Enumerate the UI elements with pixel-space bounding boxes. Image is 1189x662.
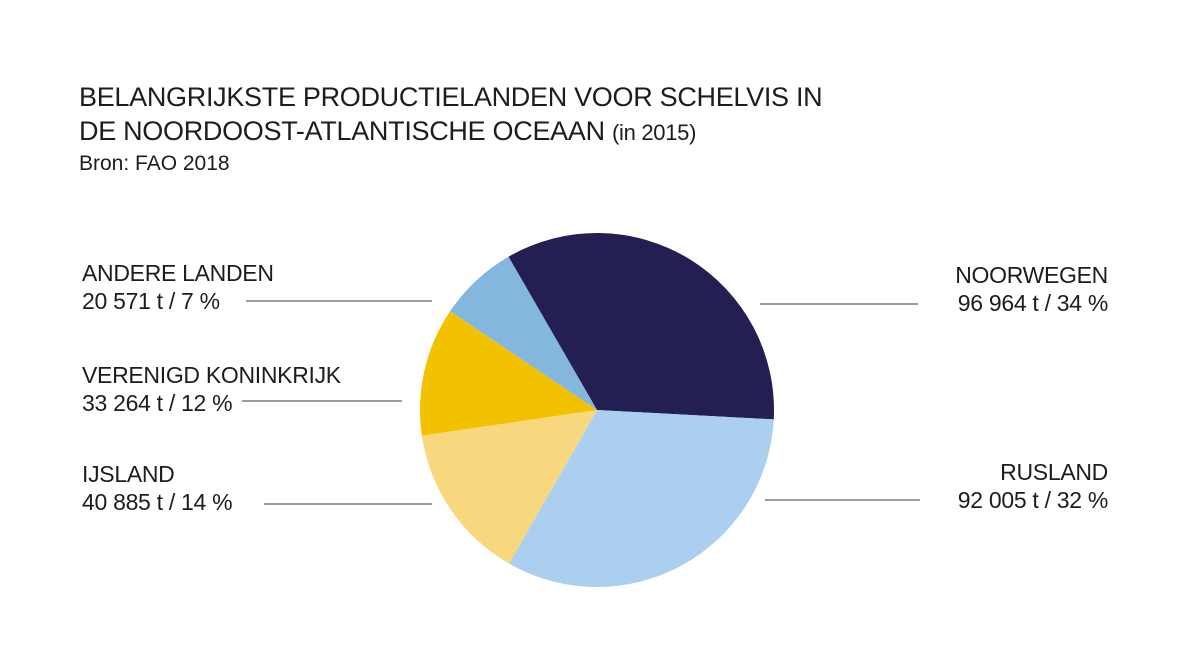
slice-name-label-verenigd-koninkrijk: VERENIGD KONINKRIJK <box>82 362 342 388</box>
title-line-2: DE NOORDOOST-ATLANTISCHE OCEAAN <box>79 116 605 146</box>
title-line-1: BELANGRIJKSTE PRODUCTIELANDEN VOOR SCHEL… <box>79 82 823 112</box>
title-suffix: (in 2015) <box>611 120 697 145</box>
slice-value-label-andere-landen: 20 571 t / 7 % <box>82 288 220 314</box>
pie-slice-verenigd-koninkrijk <box>419 311 597 436</box>
chart-source: Bron: FAO 2018 <box>79 152 230 175</box>
slice-value-label-rusland: 92 005 t / 32 % <box>958 487 1108 513</box>
slice-value-label-ijsland: 40 885 t / 14 % <box>82 489 232 515</box>
slice-name-label-andere-landen: ANDERE LANDEN <box>82 260 274 286</box>
slice-name-label-rusland: RUSLAND <box>1000 459 1108 485</box>
chart-title: BELANGRIJKSTE PRODUCTIELANDEN VOOR SCHEL… <box>79 80 823 150</box>
pie-slice-ijsland <box>421 410 597 564</box>
pie-slice-rusland <box>509 410 774 587</box>
slice-value-label-verenigd-koninkrijk: 33 264 t / 12 % <box>82 390 232 416</box>
slice-value-label-noorwegen: 96 964 t / 34 % <box>958 290 1108 316</box>
pie-slice-andere-landen <box>450 256 597 410</box>
slice-name-label-ijsland: IJSLAND <box>82 461 174 487</box>
pie-slice-noorwegen <box>508 232 775 420</box>
slice-name-label-noorwegen: NOORWEGEN <box>955 262 1108 288</box>
